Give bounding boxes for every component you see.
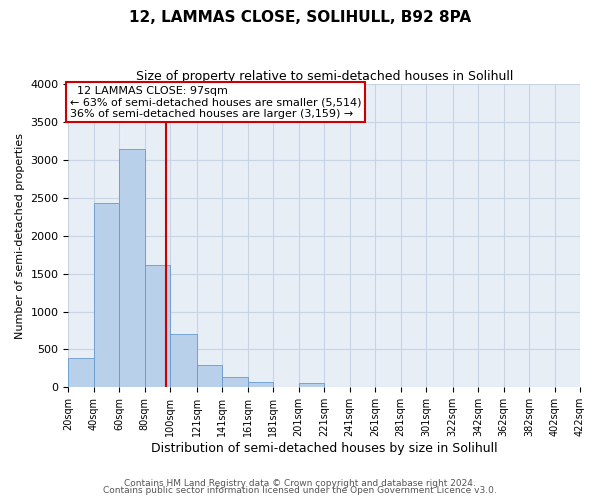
X-axis label: Distribution of semi-detached houses by size in Solihull: Distribution of semi-detached houses by … [151, 442, 497, 455]
Bar [145, 264, 170, 388]
Text: Contains HM Land Registry data © Crown copyright and database right 2024.: Contains HM Land Registry data © Crown c… [124, 478, 476, 488]
Bar [197, 366, 223, 388]
Bar [223, 378, 248, 388]
Bar [68, 358, 94, 388]
Bar [299, 383, 324, 388]
Y-axis label: Number of semi-detached properties: Number of semi-detached properties [15, 133, 25, 339]
Bar [94, 203, 119, 388]
Text: 12 LAMMAS CLOSE: 97sqm  
← 63% of semi-detached houses are smaller (5,514)
36% o: 12 LAMMAS CLOSE: 97sqm ← 63% of semi-det… [70, 86, 361, 119]
Title: Size of property relative to semi-detached houses in Solihull: Size of property relative to semi-detach… [136, 70, 513, 83]
Text: 12, LAMMAS CLOSE, SOLIHULL, B92 8PA: 12, LAMMAS CLOSE, SOLIHULL, B92 8PA [129, 10, 471, 25]
Bar [119, 148, 145, 388]
Bar [170, 334, 197, 388]
Bar [248, 382, 273, 388]
Text: Contains public sector information licensed under the Open Government Licence v3: Contains public sector information licen… [103, 486, 497, 495]
